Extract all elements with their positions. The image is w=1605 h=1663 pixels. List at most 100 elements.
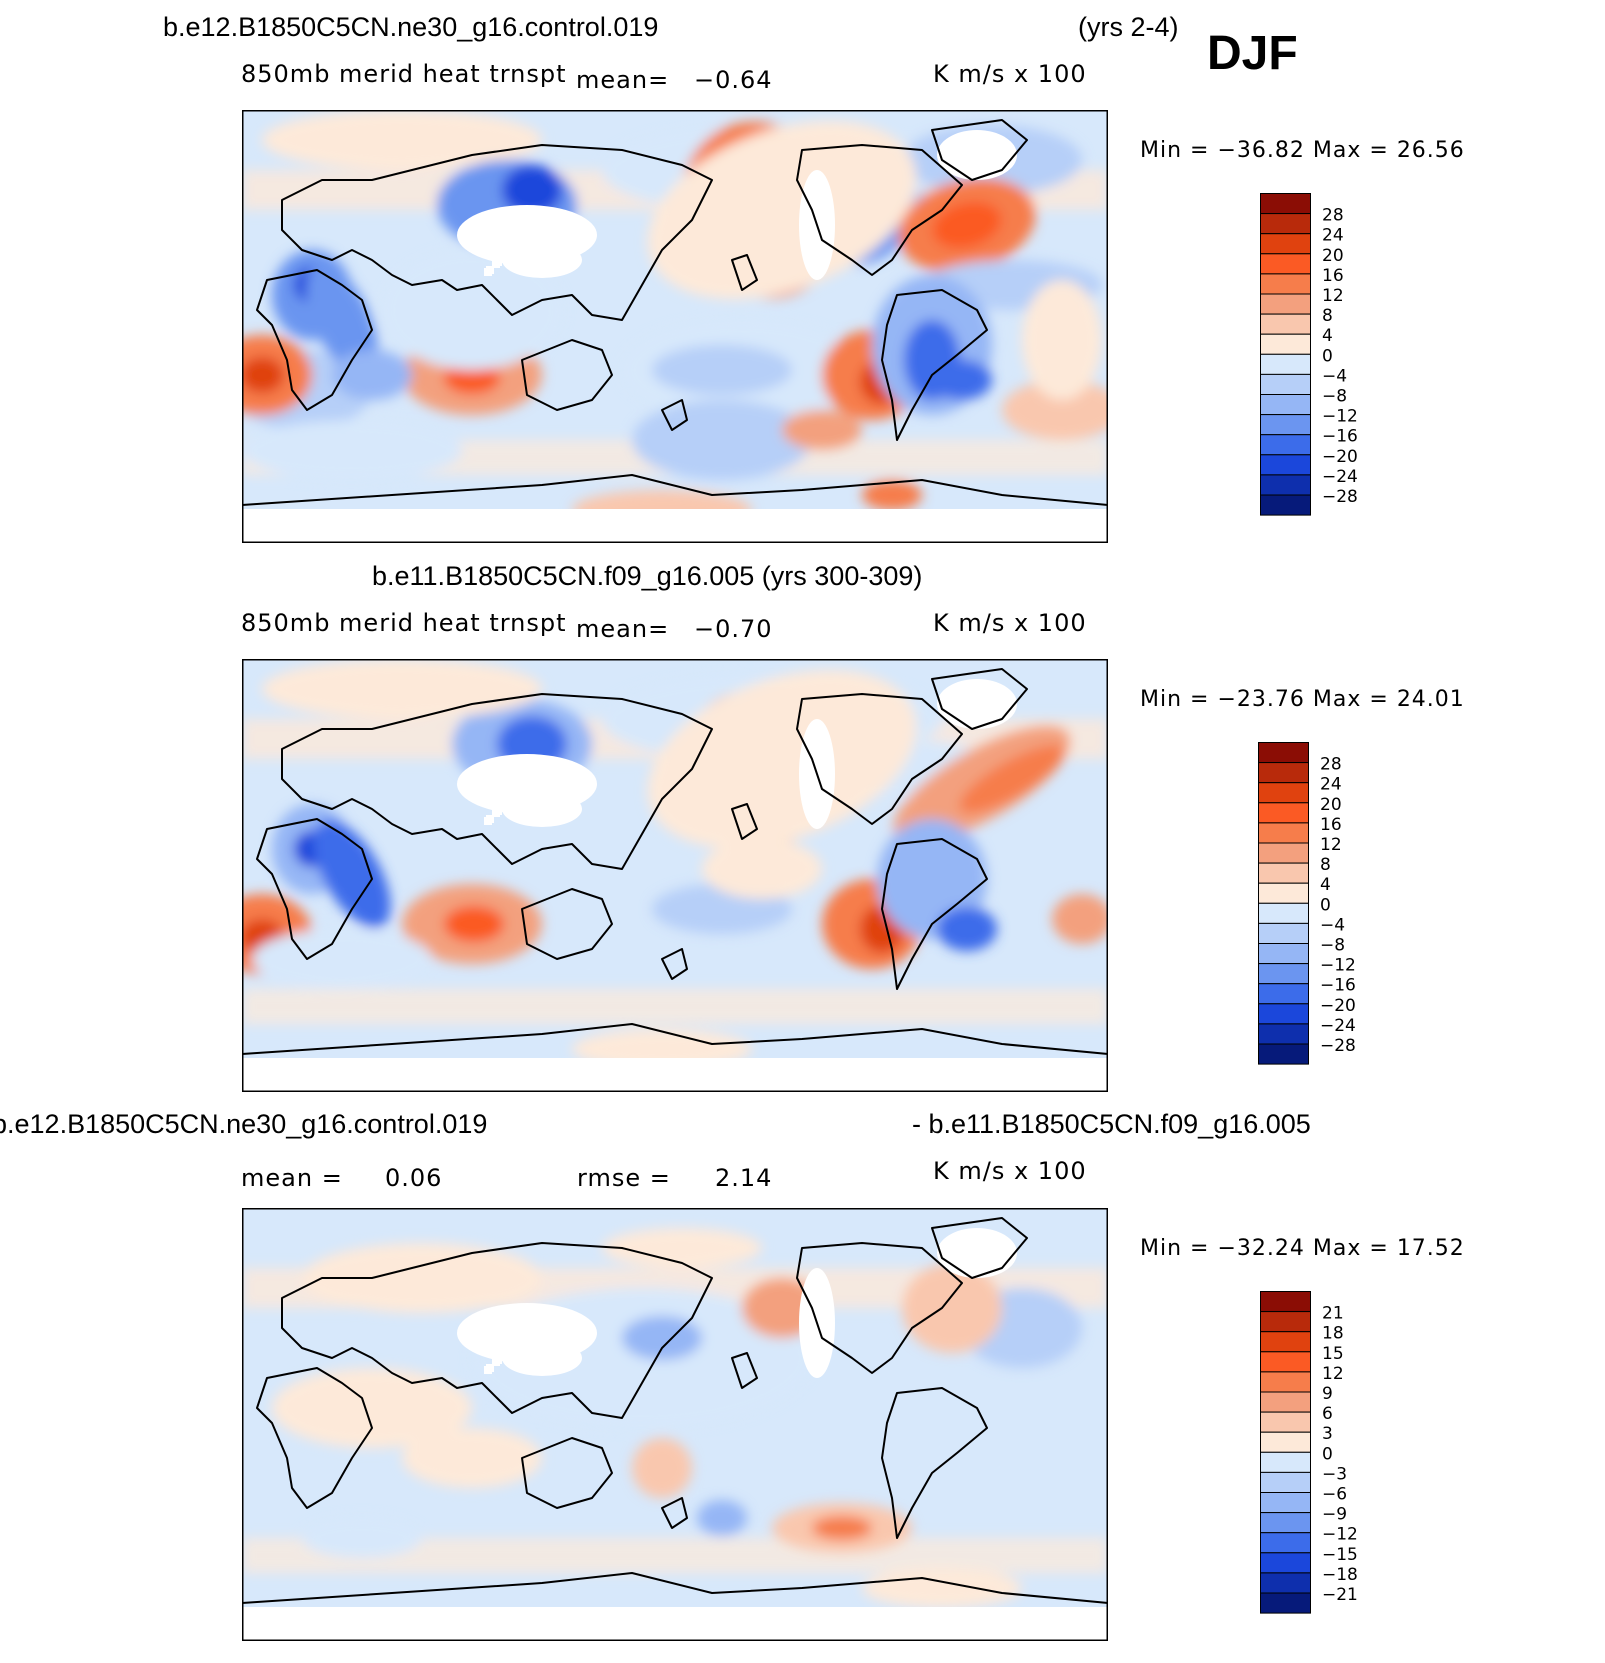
colorbar-tick-label: −16 — [1322, 427, 1358, 447]
coastline — [731, 254, 758, 291]
field-contour — [444, 906, 504, 942]
panel3-rmse-label: rmse = — [577, 1164, 671, 1192]
field-contour — [647, 120, 917, 300]
missing-data — [937, 679, 1017, 729]
colorbar-tick-label: 4 — [1320, 875, 1331, 895]
coastline — [521, 339, 613, 411]
panel3-title-right: - b.e11.B1850C5CN.f09_g16.005 — [912, 1109, 1311, 1139]
colorbar-tick-label: 12 — [1320, 835, 1342, 855]
colorbar-box — [1260, 1552, 1311, 1574]
colorbar-tick-label: 18 — [1322, 1324, 1344, 1344]
missing-data — [937, 130, 1017, 180]
coastline — [931, 668, 1028, 730]
panel3-rmse-value: 2.14 — [715, 1164, 773, 1192]
field-contour — [1002, 380, 1108, 440]
colorbar-tick-label: 9 — [1322, 1384, 1333, 1404]
colorbar-tick-label: −4 — [1320, 915, 1345, 935]
field-contour — [812, 1516, 872, 1540]
panel3-mean-value: 0.06 — [385, 1164, 443, 1192]
missing-data — [502, 791, 582, 827]
colorbar-box — [1258, 782, 1309, 804]
colorbar-tick-label: −6 — [1322, 1485, 1347, 1505]
colorbar-tick-label: 4 — [1322, 326, 1333, 346]
field-contour — [632, 400, 812, 480]
colorbar-tick-label: 16 — [1320, 815, 1342, 835]
colorbar-box — [1260, 1391, 1311, 1413]
field-contour — [959, 745, 1065, 813]
field-contour — [602, 1228, 762, 1268]
panel3-map — [242, 1208, 1108, 1641]
colorbar-box — [1258, 963, 1309, 985]
panel2-title: b.e11.B1850C5CN.f09_g16.005 (yrs 300-309… — [372, 561, 923, 591]
colorbar-box — [1258, 983, 1309, 1005]
panel3-mean-label: mean = — [241, 1164, 343, 1192]
coastline — [931, 1217, 1028, 1279]
field-contour — [502, 165, 562, 215]
colorbar-tick-label: −12 — [1322, 407, 1358, 427]
colorbar-box — [1258, 1043, 1309, 1065]
colorbar-box — [1260, 1351, 1311, 1373]
colorbar-tick-label: 8 — [1322, 306, 1333, 326]
colorbar-tick-label: 24 — [1320, 775, 1342, 795]
colorbar-tick-label: −24 — [1322, 467, 1358, 487]
colorbar-box — [1260, 1451, 1311, 1473]
colorbar-box — [1260, 1492, 1311, 1514]
panel2-min-label: Min = — [1140, 687, 1210, 712]
colorbar-tick-label: −8 — [1322, 387, 1347, 407]
coastline — [796, 1242, 963, 1374]
coastline — [242, 1023, 1108, 1092]
panel2-max-label: Max = — [1312, 687, 1389, 712]
colorbar-tick-label: −12 — [1320, 956, 1356, 976]
coastline — [281, 693, 713, 870]
colorbar-box — [1260, 1331, 1311, 1353]
field-contour — [862, 480, 922, 510]
colorbar-tick-label: −3 — [1322, 1464, 1347, 1484]
colorbar-tick-label: 16 — [1322, 266, 1344, 286]
coastline — [242, 474, 1108, 543]
field-contour — [932, 201, 1002, 249]
panel2-colorbar: 28 24 20 16 12 8 4 0 −4 −8 −12 −16 −20 −24 −28 — [1258, 742, 1378, 1084]
field-contour — [622, 1316, 702, 1360]
field-contour — [262, 659, 542, 719]
field-contour — [242, 420, 462, 480]
field-contour — [302, 1518, 422, 1558]
colorbar-tick-label: 15 — [1322, 1344, 1344, 1364]
missing-data — [502, 1340, 582, 1376]
panel1-title-case: b.e12.B1850C5CN.ne30_g16.control.019 — [163, 12, 659, 42]
panel3-colorbar: 21 18 15 12 9 6 3 0 −3 −6 −9 −12 −15 −18 −21 — [1260, 1291, 1380, 1633]
field-contour — [782, 410, 862, 450]
panel2-mean-label: mean= — [576, 615, 670, 643]
colorbar-box — [1260, 414, 1311, 436]
colorbar-box — [1260, 193, 1311, 215]
panel3-units: K m/s x 100 — [933, 1157, 1087, 1185]
antarctica-mask — [242, 509, 1108, 543]
field-contour — [302, 1243, 542, 1313]
colorbar-tick-label: 6 — [1322, 1404, 1333, 1424]
coastline — [256, 1367, 373, 1509]
colorbar-box — [1260, 1592, 1311, 1614]
panel2-min-value: −23.76 — [1217, 687, 1305, 712]
panel2-max-value: 24.01 — [1396, 687, 1465, 712]
panel1-variable: 850mb merid heat trnspt — [241, 60, 567, 88]
colorbar-tick-label: −16 — [1320, 976, 1356, 996]
colorbar-box — [1260, 273, 1311, 295]
colorbar-box — [1258, 802, 1309, 824]
panel1-mean-label: mean= — [576, 66, 670, 94]
field-contour — [902, 1263, 1002, 1353]
antarctica-mask — [242, 1607, 1108, 1641]
colorbar-box — [1260, 1311, 1311, 1333]
colorbar-tick-label: −8 — [1320, 936, 1345, 956]
field-contour — [402, 1428, 542, 1488]
season-label: DJF — [1207, 27, 1298, 80]
coastline — [731, 1352, 758, 1389]
panel1-max-value: 26.56 — [1396, 138, 1465, 163]
field-contour — [242, 357, 284, 393]
colorbar-tick-label: −20 — [1320, 996, 1356, 1016]
field-contour — [702, 839, 822, 899]
colorbar-tick-label: −28 — [1320, 1036, 1356, 1056]
antarctica-mask — [242, 1058, 1108, 1092]
colorbar-tick-label: −24 — [1320, 1016, 1356, 1036]
colorbar-tick-label: 24 — [1322, 226, 1344, 246]
field-contour — [332, 350, 412, 400]
colorbar-box — [1258, 1003, 1309, 1025]
